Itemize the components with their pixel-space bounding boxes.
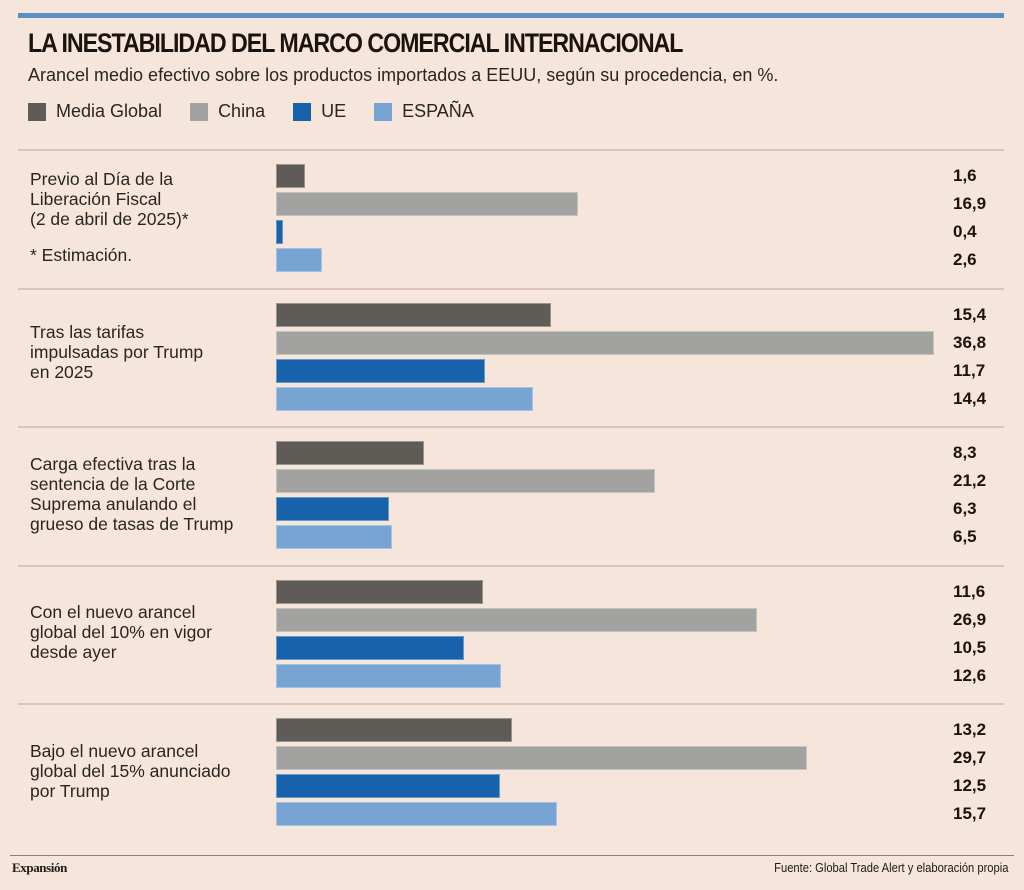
value-label: 29,7 xyxy=(953,748,987,767)
category-label-line: global del 15% anunciado xyxy=(30,761,231,781)
category-label-line: * Estimación. xyxy=(30,245,133,265)
category-label-line: sentencia de la Corte xyxy=(30,474,196,494)
category-label: Carga efectiva tras la sentencia de la Co… xyxy=(30,454,270,534)
legend-item-media-global: Media Global xyxy=(28,101,162,122)
bar-china xyxy=(276,469,655,493)
bar-china xyxy=(276,746,807,770)
value-label: 14,4 xyxy=(953,389,987,408)
bar-media-global xyxy=(276,303,551,327)
category-label-line: Tras las tarifas xyxy=(30,322,145,342)
bar-ue xyxy=(276,220,283,244)
value-label: 15,4 xyxy=(953,305,987,324)
legend-item-espana: ESPAÑA xyxy=(374,101,474,122)
value-label: 26,9 xyxy=(953,610,987,629)
value-label: 11,6 xyxy=(953,582,986,601)
legend-swatch xyxy=(28,102,46,121)
value-label: 13,2 xyxy=(953,720,987,739)
bar-espana xyxy=(276,664,501,688)
legend: Media Global China UE ESPAÑA xyxy=(28,101,502,122)
legend-label: Media Global xyxy=(56,101,163,121)
value-label: 6,5 xyxy=(953,527,977,546)
category-label-line: Con el nuevo arancel xyxy=(30,602,196,622)
legend-item-china: China xyxy=(190,101,265,122)
category-label-line: Liberación Fiscal xyxy=(30,189,162,209)
category-label-line: impulsadas por Trump xyxy=(30,342,204,362)
chart-subtitle: Arancel medio efectivo sobre los product… xyxy=(28,65,779,85)
category-label-line: por Trump xyxy=(30,781,110,801)
bar-ue xyxy=(276,774,500,798)
group-divider xyxy=(18,565,1004,567)
group-divider xyxy=(18,426,1004,428)
category-label-line: desde ayer xyxy=(30,642,117,662)
footer-divider xyxy=(10,855,1014,856)
source-note: Fuente: Global Trade Alert y elaboración… xyxy=(773,860,1008,875)
category-label: Con el nuevo arancel global del 10% en vi… xyxy=(30,602,270,662)
value-label: 10,5 xyxy=(953,638,987,657)
legend-label: ESPAÑA xyxy=(402,101,474,121)
category-label-line: en 2025 xyxy=(30,362,94,382)
category-label-line xyxy=(30,229,270,245)
legend-item-ue: UE xyxy=(293,101,346,122)
value-label: 11,7 xyxy=(953,361,986,380)
bar-espana xyxy=(276,525,392,549)
bar-media-global xyxy=(276,441,424,465)
bar-espana xyxy=(276,802,557,826)
bar-media-global xyxy=(276,164,305,188)
value-label: 1,6 xyxy=(953,166,977,185)
bar-ue xyxy=(276,497,389,521)
category-label-line: Previo al Día de la xyxy=(30,169,173,189)
bar-china xyxy=(276,192,578,216)
category-label-line: global del 10% en vigor xyxy=(30,622,212,642)
bar-ue xyxy=(276,636,464,660)
group-divider xyxy=(18,288,1004,290)
value-label: 16,9 xyxy=(953,194,987,213)
value-label: 2,6 xyxy=(953,250,977,269)
group-divider xyxy=(18,703,1004,705)
legend-swatch xyxy=(190,102,209,121)
bar-espana xyxy=(276,248,322,272)
legend-swatch xyxy=(293,102,312,121)
category-label-line: Bajo el nuevo arancel xyxy=(30,741,199,761)
bar-ue xyxy=(276,359,485,383)
bar-china xyxy=(276,331,934,355)
legend-label: UE xyxy=(321,101,347,121)
brand-logo: Expansión xyxy=(12,860,67,875)
value-label: 36,8 xyxy=(953,333,987,352)
category-label: Tras las tarifas impulsadas por Trump en 2… xyxy=(30,322,270,382)
group-divider xyxy=(18,149,1004,151)
top-accent-bar xyxy=(18,13,1004,18)
value-label: 0,4 xyxy=(953,222,977,241)
bar-espana xyxy=(276,387,533,411)
value-label: 8,3 xyxy=(953,443,977,462)
category-label: Previo al Día de la Liberación Fiscal (2 d… xyxy=(30,169,270,265)
category-label-line: (2 de abril de 2025)* xyxy=(30,209,189,229)
category-label-line: Suprema anulando el xyxy=(30,494,197,514)
value-label: 21,2 xyxy=(953,471,987,490)
chart-title: LA INESTABILIDAD DEL MARCO COMERCIAL INT… xyxy=(28,28,683,58)
legend-swatch xyxy=(374,102,393,121)
legend-label: China xyxy=(218,101,266,121)
bar-china xyxy=(276,608,757,632)
value-label: 15,7 xyxy=(953,804,987,823)
bar-media-global xyxy=(276,718,512,742)
value-label: 12,6 xyxy=(953,666,987,685)
category-label: Bajo el nuevo arancel global del 15% anun… xyxy=(30,741,270,801)
category-label-line: Carga efectiva tras la xyxy=(30,454,196,474)
category-label-line: grueso de tasas de Trump xyxy=(30,514,234,534)
bar-media-global xyxy=(276,580,483,604)
value-label: 12,5 xyxy=(953,776,987,795)
value-label: 6,3 xyxy=(953,499,977,518)
